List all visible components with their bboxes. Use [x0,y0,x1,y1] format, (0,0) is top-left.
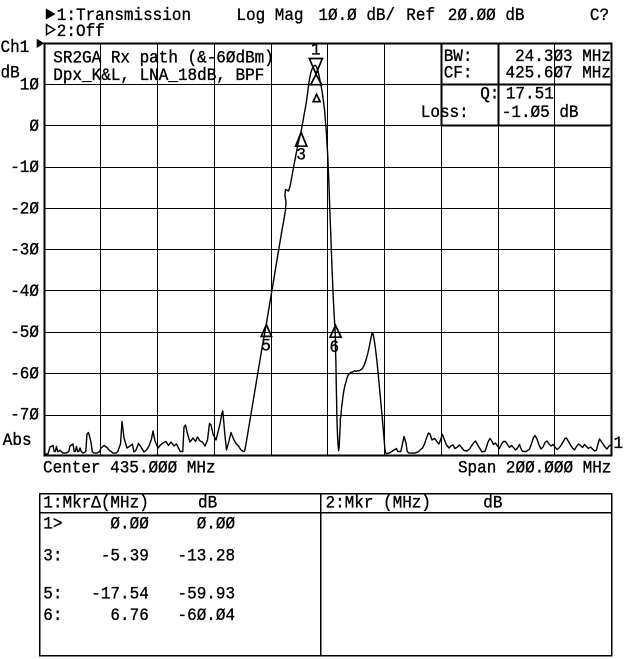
svg-text:2Ø.ØØ dB: 2Ø.ØØ dB [448,6,525,26]
svg-text:BW:: BW: [444,47,473,67]
svg-text:Ø: Ø [29,117,39,137]
svg-text:Loss:: Loss: [421,104,469,124]
svg-text:17.51: 17.51 [506,85,554,105]
svg-text:-1Ø: -1Ø [10,158,39,178]
svg-text:1Ø.Ø dB/: 1Ø.Ø dB/ [318,6,395,26]
svg-text:24.3Ø3 MHz: 24.3Ø3 MHz [515,47,611,67]
svg-text:-3Ø: -3Ø [10,241,39,261]
svg-text:1:Transmission: 1:Transmission [57,6,191,26]
svg-text:2:Mkr (MHz): 2:Mkr (MHz) [326,494,431,514]
svg-text:1Ø: 1Ø [20,76,39,96]
svg-text:Center 435.ØØØ MHz: Center 435.ØØØ MHz [43,459,216,479]
svg-text:dB: dB [198,494,217,514]
svg-text:Log Mag: Log Mag [236,6,303,26]
svg-text:Abs: Abs [3,431,32,451]
svg-text:Ref: Ref [406,6,435,26]
svg-text:6: 6.76 -6Ø.Ø4: 6: 6.76 -6Ø.Ø4 [43,606,235,626]
svg-text:dB: dB [1,64,20,84]
svg-text:6: 6 [329,339,339,359]
svg-text:1> Ø.ØØ Ø.ØØ: 1> Ø.ØØ Ø.ØØ [43,515,235,535]
svg-text:1:MkrΔ(MHz): 1:MkrΔ(MHz) [43,494,148,514]
svg-text:-5Ø: -5Ø [10,323,39,343]
svg-text:C?: C? [590,6,609,26]
svg-text:425.6Ø7 MHz: 425.6Ø7 MHz [506,64,611,84]
svg-text:1: 1 [614,434,624,454]
svg-text:-7Ø: -7Ø [10,406,39,426]
svg-text:CF:: CF: [444,64,473,84]
svg-text:1: 1 [311,41,321,61]
svg-text:-4Ø: -4Ø [10,282,39,302]
svg-text:Span 2ØØ.ØØØ MHz: Span 2ØØ.ØØØ MHz [458,459,611,479]
svg-text:3: -5.39 -13.28: 3: -5.39 -13.28 [43,547,235,567]
svg-text:5: -17.54 -59.93: 5: -17.54 -59.93 [43,585,235,605]
svg-text:-1.Ø5 dB: -1.Ø5 dB [502,104,579,124]
svg-text:Dpx_K&L, LNA_18dB, BPF: Dpx_K&L, LNA_18dB, BPF [53,67,264,87]
svg-text:5: 5 [261,337,271,357]
svg-text:Q:: Q: [480,85,499,105]
svg-text:3: 3 [296,146,306,166]
svg-text:-6Ø: -6Ø [10,365,39,385]
svg-text:dB: dB [483,494,502,514]
svg-text:-2Ø: -2Ø [10,200,39,220]
svg-text:SR2GA Rx path (&-6ØdBm): SR2GA Rx path (&-6ØdBm) [53,49,274,69]
svg-text:Ch1: Ch1 [1,38,30,58]
svg-text:2:Off: 2:Off [57,22,105,42]
